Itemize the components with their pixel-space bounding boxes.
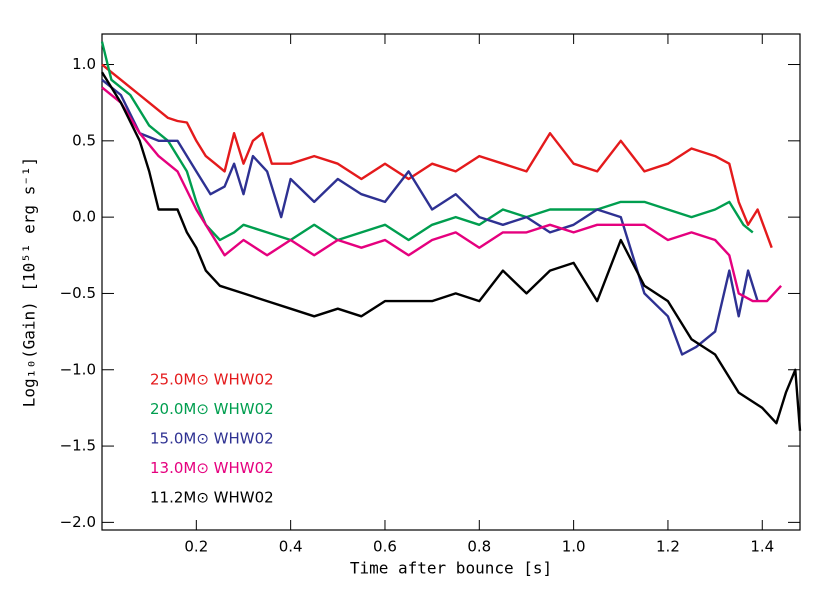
legend-label: 15.0M⊙ WHW02 <box>150 430 274 448</box>
series-line <box>101 86 782 303</box>
x-axis-label: Time after bounce [s] <box>350 559 552 578</box>
legend-label: 25.0M⊙ WHW02 <box>150 371 274 389</box>
x-tick-label: 1.4 <box>750 538 774 556</box>
y-tick-label: 1.0 <box>72 55 96 73</box>
x-tick-label: 1.0 <box>562 538 586 556</box>
series-line <box>101 78 759 356</box>
series-line <box>101 63 773 249</box>
legend-label: 20.0M⊙ WHW02 <box>150 400 274 418</box>
y-tick-label: −1.5 <box>60 437 96 455</box>
y-tick-label: 0.0 <box>72 208 96 226</box>
y-tick-label: 0.5 <box>72 131 96 149</box>
x-tick-label: 0.4 <box>279 538 303 556</box>
plot-frame <box>101 33 801 531</box>
x-tick-label: 0.2 <box>184 538 208 556</box>
series-line <box>100 41 754 242</box>
legend-label: 11.2M⊙ WHW02 <box>150 489 274 507</box>
x-tick-label: 0.8 <box>467 538 491 556</box>
series-line <box>100 71 802 431</box>
y-axis-label: Log₁₀(Gain) [10⁵¹ erg s⁻¹] <box>20 157 39 407</box>
x-tick-label: 1.2 <box>656 538 680 556</box>
y-tick-label: −1.0 <box>60 360 96 378</box>
y-tick-label: −0.5 <box>60 284 96 302</box>
x-tick-label: 0.6 <box>373 538 397 556</box>
legend-label: 13.0M⊙ WHW02 <box>150 459 274 477</box>
y-tick-label: −2.0 <box>60 513 96 531</box>
